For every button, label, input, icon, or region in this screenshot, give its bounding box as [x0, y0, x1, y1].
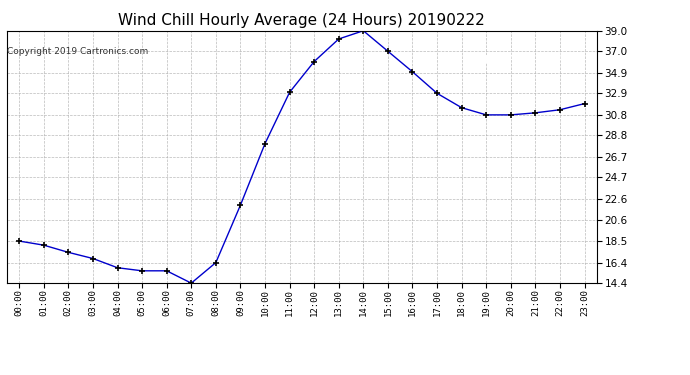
- Title: Wind Chill Hourly Average (24 Hours) 20190222: Wind Chill Hourly Average (24 Hours) 201…: [119, 13, 485, 28]
- Text: Temperature  (°F): Temperature (°F): [466, 53, 572, 63]
- Text: Copyright 2019 Cartronics.com: Copyright 2019 Cartronics.com: [7, 47, 148, 56]
